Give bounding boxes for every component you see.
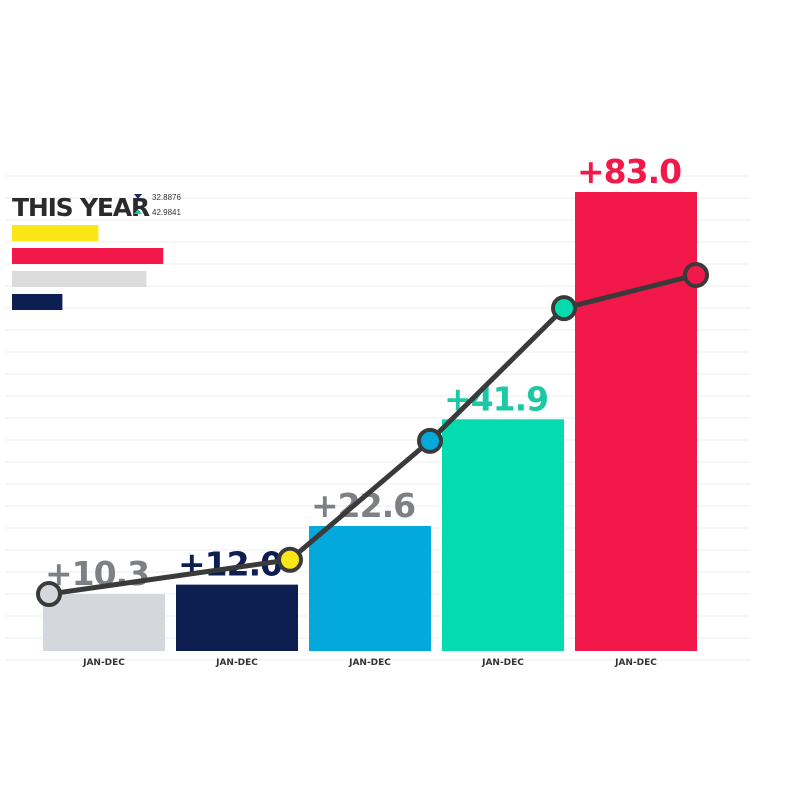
x-tick-label: JAN-DEC	[614, 658, 657, 668]
value-labels: +10.3 +12.0+22.6+41.9+83.0	[45, 152, 682, 593]
value-label: +83.0	[577, 152, 681, 191]
trend-point	[551, 295, 577, 322]
legend: THIS YEAR 32.8876 42.9841	[12, 193, 181, 310]
bars	[43, 192, 697, 651]
bar	[176, 584, 298, 651]
x-tick-labels: JAN-DEC JAN-DEC JAN-DEC JAN-DEC JAN-DEC	[82, 658, 657, 668]
bar	[442, 419, 564, 651]
legend-title: THIS YEAR	[12, 193, 150, 222]
legend-stat-value: 42.9841	[152, 208, 181, 217]
bar	[43, 594, 165, 651]
legend-swatch	[12, 271, 147, 287]
trend-point	[36, 581, 62, 608]
trend-point	[277, 546, 303, 573]
trend-point	[683, 261, 709, 288]
x-tick-label: JAN-DEC	[348, 658, 391, 668]
trend-point	[417, 427, 443, 454]
x-tick-label: JAN-DEC	[215, 658, 258, 668]
up-triangle-icon	[134, 209, 142, 214]
value-label: +22.6	[311, 486, 415, 525]
legend-stat-value: 32.8876	[152, 193, 181, 202]
bar	[309, 526, 431, 651]
x-tick-label: JAN-DEC	[481, 658, 524, 668]
legend-swatch	[12, 225, 99, 241]
legend-swatch	[12, 294, 63, 310]
x-tick-label: JAN-DEC	[82, 658, 125, 668]
bar	[575, 192, 697, 651]
legend-swatch	[12, 248, 164, 264]
down-triangle-icon	[134, 194, 142, 199]
trend-line-layer	[36, 261, 709, 608]
